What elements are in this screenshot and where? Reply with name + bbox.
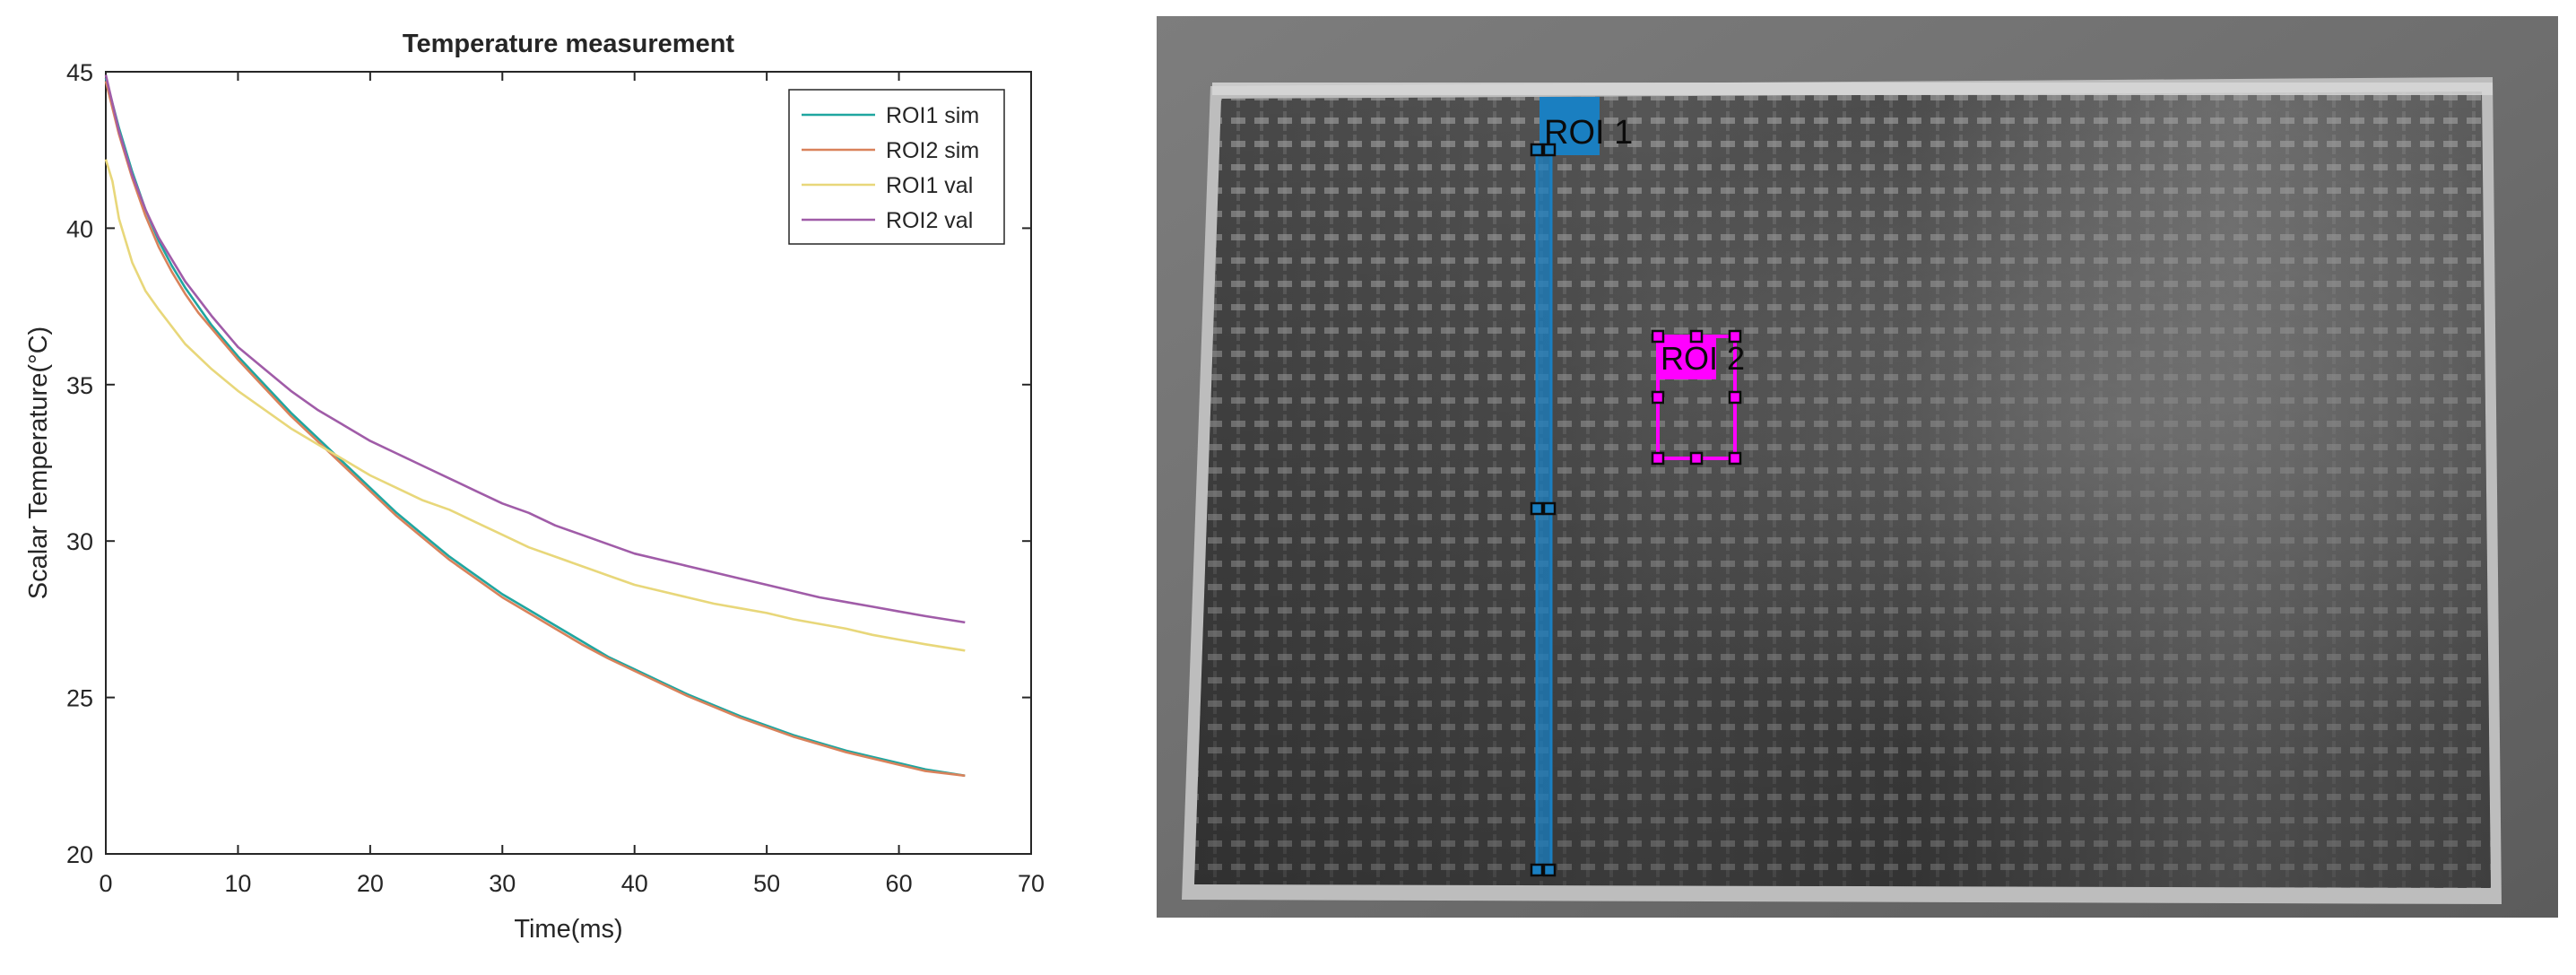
y-axis-label: Scalar Temperature(°C) — [24, 326, 53, 599]
series-line-roi2-val — [104, 74, 966, 624]
y-tick-label: 25 — [66, 685, 93, 712]
legend-entry: ROI1 sim — [886, 103, 979, 128]
roi1-handle-top-left — [1530, 143, 1544, 157]
legend-entry: ROI2 sim — [886, 138, 979, 163]
thermal-image-panel: ROI 1 ROI 2 — [1157, 16, 2558, 918]
x-tick-label: 0 — [99, 870, 112, 897]
roi2-handle-bottom-mid — [1689, 451, 1704, 466]
temperature-chart: Temperature measurement Time(ms) Scalar … — [24, 30, 1045, 944]
roi1-marker: ROI 1 — [1530, 97, 1633, 877]
series-lines — [104, 74, 966, 778]
plate-shading — [1194, 91, 2491, 888]
y-tick-label: 45 — [66, 59, 93, 86]
legend: ROI1 sim ROI2 sim ROI1 val ROI2 val — [788, 89, 1005, 245]
temperature-chart-panel: Temperature measurement Time(ms) Scalar … — [0, 0, 1058, 975]
roi1-handle-bottom-right — [1542, 863, 1557, 877]
roi2-label-box — [1658, 336, 1716, 379]
roi2-handle-bottom-right — [1728, 451, 1742, 466]
series-line-roi2-sim — [104, 81, 966, 778]
thermal-image: ROI 1 ROI 2 — [1157, 16, 2558, 918]
roi2-handle-mid-right — [1728, 390, 1742, 405]
x-axis-ticks: 0 10 20 30 40 50 60 70 — [99, 72, 1045, 897]
roi1-handle-bottom-left — [1530, 863, 1544, 877]
legend-entry: ROI2 val — [886, 208, 973, 233]
roi2-handle-top-right — [1728, 329, 1742, 344]
series-line-roi1-sim — [104, 77, 966, 778]
roi2-handle-mid-left — [1651, 390, 1665, 405]
roi1-label: ROI 1 — [1544, 114, 1633, 152]
roi1-handle-mid-right — [1542, 501, 1557, 516]
roi2-label: ROI 2 — [1661, 340, 1745, 377]
x-tick-label: 20 — [357, 870, 384, 897]
roi1-handle-mid-left — [1530, 501, 1544, 516]
y-tick-label: 35 — [66, 372, 93, 399]
roi1-handle-top-right — [1542, 143, 1557, 157]
x-tick-label: 30 — [489, 870, 516, 897]
y-axis-ticks: 20 25 30 35 40 45 — [66, 59, 1031, 868]
x-axis-label: Time(ms) — [514, 915, 622, 944]
plate-top-edge — [1212, 83, 2493, 95]
x-tick-label: 40 — [621, 870, 648, 897]
x-tick-label: 70 — [1018, 870, 1045, 897]
x-tick-label: 50 — [753, 870, 780, 897]
y-tick-label: 20 — [66, 841, 93, 868]
series-line-roi1-val — [104, 159, 966, 652]
chart-title: Temperature measurement — [403, 30, 735, 58]
roi2-handle-top-left — [1651, 329, 1665, 344]
x-tick-label: 60 — [886, 870, 913, 897]
roi2-handle-top-mid — [1689, 329, 1704, 344]
roi2-marker: ROI 2 — [1651, 329, 1745, 466]
legend-entry: ROI1 val — [886, 173, 973, 198]
x-tick-label: 10 — [224, 870, 251, 897]
y-tick-label: 40 — [66, 215, 93, 242]
y-tick-label: 30 — [66, 528, 93, 555]
roi2-handle-bottom-left — [1651, 451, 1665, 466]
